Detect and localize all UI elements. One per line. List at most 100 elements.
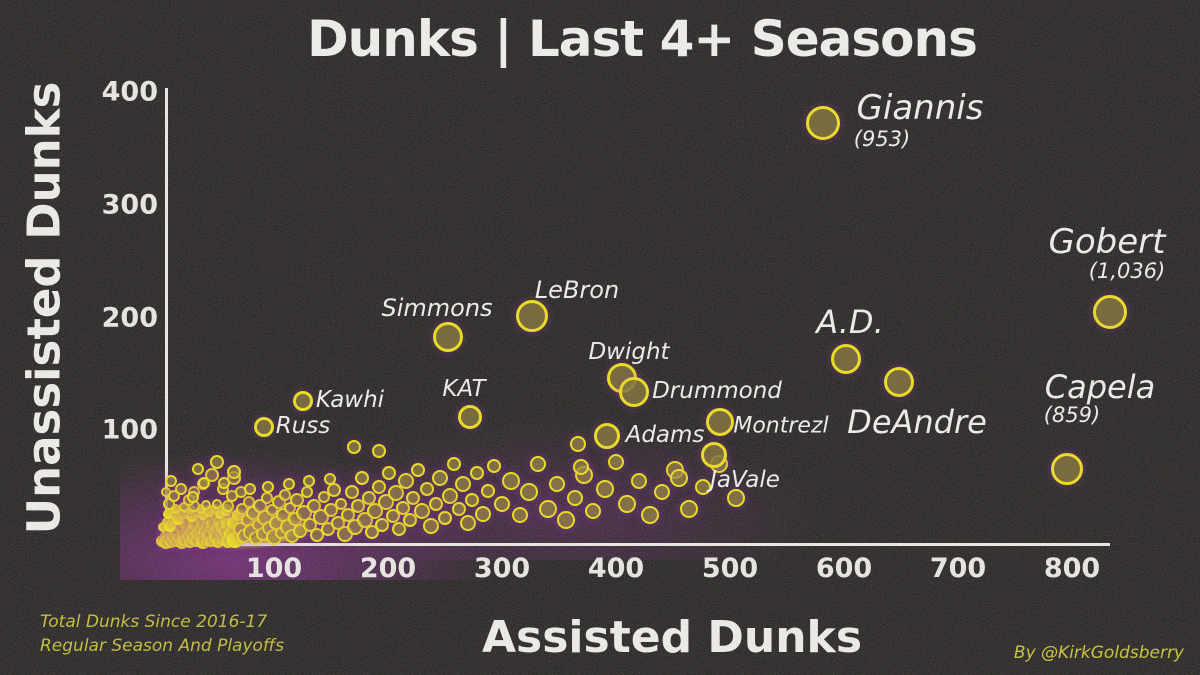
scatter-point (354, 470, 369, 485)
y-axis-title: Unassisted Dunks (17, 81, 71, 535)
player-dot-simmons (433, 321, 464, 352)
player-dot-montrezl (705, 408, 734, 437)
player-label-deandre: DeAndre (847, 403, 987, 441)
player-label-capela: Capela (1044, 368, 1156, 406)
player-dot-gobert (1092, 294, 1127, 329)
scatter-point (174, 482, 187, 495)
scatter-point (327, 483, 342, 498)
scatter-point (520, 483, 539, 502)
scatter-point (262, 480, 275, 493)
scatter-point (530, 456, 547, 473)
scatter-point (165, 475, 178, 487)
scatter-point (344, 485, 359, 500)
scatter-point (618, 494, 637, 513)
player-dot-drummond (619, 376, 650, 407)
x-axis-title: Assisted Dunks (481, 612, 863, 663)
footnote: Total Dunks Since 2016-17 Regular Season… (40, 610, 284, 658)
scatter-point (301, 486, 314, 499)
y-tick-label: 100 (101, 414, 158, 446)
player-label-russ: Russ (275, 413, 331, 439)
scatter-point (200, 499, 211, 510)
scatter-point (481, 484, 496, 499)
player-label-giannis: Giannis (856, 88, 984, 128)
scatter-point (494, 495, 510, 512)
scatter-point (455, 476, 472, 493)
player-label-javale: JaVale (710, 467, 780, 493)
scatter-point (669, 468, 688, 487)
player-label-lebron: LeBron (534, 276, 620, 304)
scatter-point (694, 478, 711, 495)
player-dot-kat (458, 404, 483, 429)
scatter-point (282, 478, 295, 491)
scatter-point (382, 466, 397, 481)
author-credit: By @KirkGoldsberry (1013, 643, 1184, 663)
scatter-point (570, 435, 587, 452)
scatter-point (595, 479, 614, 498)
scatter-point (679, 500, 698, 519)
player-label-kat: KAT (442, 376, 486, 402)
scatter-point (410, 462, 425, 477)
scatter-point (566, 489, 583, 506)
player-dot-lebron (515, 300, 548, 333)
chart-title: Dunks | Last 4+ Seasons (307, 10, 978, 68)
scatter-point (538, 500, 557, 519)
player-total-gobert: (1,036) (1088, 259, 1166, 283)
scatter-point (432, 469, 449, 486)
player-label-ad: A.D. (816, 303, 884, 341)
player-label-adams: Adams (625, 422, 705, 448)
scatter-point (187, 490, 200, 503)
player-total-capela: (859) (1043, 403, 1101, 427)
footnote-line-1: Total Dunks Since 2016-17 (40, 612, 268, 632)
footnote-line-2: Regular Season And Playoffs (40, 636, 285, 656)
scatter-point (323, 472, 336, 485)
scatter-point (198, 477, 211, 490)
y-tick-label: 300 (101, 189, 158, 221)
player-dot-kawhi (292, 390, 313, 411)
x-tick-label: 700 (929, 553, 987, 584)
scatter-point (244, 482, 257, 495)
scatter-point (371, 479, 386, 494)
scatter-point (641, 505, 660, 524)
scatter-point (512, 506, 529, 523)
x-tick-label: 600 (815, 553, 873, 584)
scatter-point (419, 481, 434, 496)
player-label-simmons: Simmons (381, 294, 493, 322)
scatter-point (217, 477, 230, 490)
player-label-gobert: Gobert (1048, 222, 1166, 262)
scatter-point (585, 503, 602, 520)
scatter-point (459, 514, 476, 531)
player-dot-giannis (806, 105, 841, 140)
scatter-point (469, 466, 484, 481)
player-label-drummond: Drummond (652, 378, 782, 404)
player-dot-deandre (883, 366, 914, 397)
x-tick-label: 800 (1043, 553, 1101, 584)
x-axis-line (165, 543, 1110, 546)
scatter-point (371, 443, 386, 458)
x-tick-label: 200 (359, 553, 417, 584)
scatter-point (548, 476, 565, 493)
scatter-point (414, 503, 431, 520)
x-tick-label: 400 (587, 553, 645, 584)
player-label-kawhi: Kawhi (315, 387, 385, 413)
scatter-point (465, 493, 480, 508)
scatter-point (212, 498, 222, 509)
x-tick-label: 500 (701, 553, 759, 584)
scatter-point (630, 473, 647, 489)
player-total-giannis: (953) (853, 127, 911, 151)
player-label-dwight: Dwight (588, 339, 670, 365)
scatter-point (556, 511, 575, 530)
player-dot-adams (593, 422, 620, 449)
scatter-point (487, 459, 502, 474)
player-dot-capela (1051, 452, 1084, 485)
scatter-point (572, 459, 589, 476)
scatter-point (423, 518, 440, 535)
y-tick-label: 200 (101, 302, 158, 334)
y-tick-label: 400 (101, 76, 158, 108)
scatter-point (447, 457, 462, 472)
player-dot-ad (831, 344, 862, 375)
scatter-point (474, 505, 491, 522)
scatter-point (191, 462, 204, 475)
scatter-point (438, 511, 452, 526)
scatter-point (227, 464, 242, 479)
